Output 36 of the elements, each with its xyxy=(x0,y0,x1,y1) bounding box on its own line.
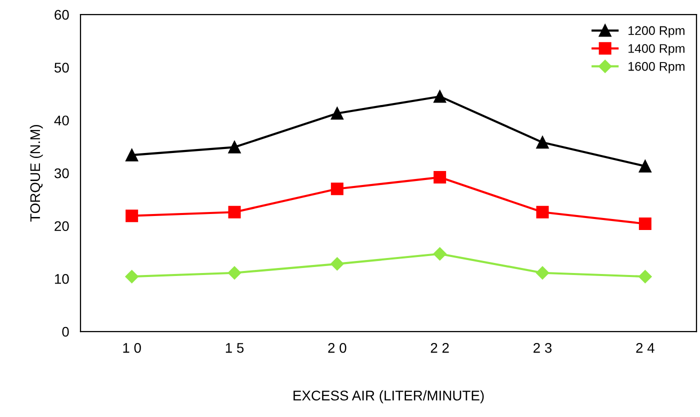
legend-label: 1600 Rpm xyxy=(628,62,684,74)
x-tick-label: 2 0 xyxy=(328,342,346,353)
y-tick-label: 50 xyxy=(54,62,69,73)
point xyxy=(330,182,344,196)
y-tick-label: 60 xyxy=(54,10,69,20)
point xyxy=(228,266,242,280)
x-tick-label: 1 0 xyxy=(123,342,141,353)
x-tick-label: 2 4 xyxy=(636,342,654,353)
point xyxy=(536,266,550,280)
point xyxy=(638,270,652,284)
x-tick-label: 2 3 xyxy=(534,342,552,353)
y-axis-title: TORQUE (N.M) xyxy=(30,125,43,222)
x-axis-title: EXCESS AIR (LITER/MINUTE) xyxy=(294,390,484,404)
point xyxy=(434,90,446,103)
legend-label: 1400 Rpm xyxy=(628,44,684,56)
point xyxy=(228,140,241,154)
point xyxy=(330,107,344,120)
y-tick-label: 40 xyxy=(54,116,69,126)
y-tick-label: 10 xyxy=(55,274,69,284)
point xyxy=(125,270,138,284)
y-tick-label: 0 xyxy=(62,326,69,337)
point xyxy=(228,206,241,218)
point xyxy=(126,210,138,222)
point xyxy=(536,206,549,218)
point xyxy=(126,148,138,162)
point xyxy=(433,247,446,260)
y-tick-label: 20 xyxy=(54,221,69,232)
point xyxy=(330,257,344,270)
x-tick-label: 1 5 xyxy=(226,343,244,353)
point xyxy=(536,136,549,149)
point xyxy=(434,171,446,184)
point xyxy=(638,218,652,230)
point xyxy=(638,160,652,172)
y-tick-label: 30 xyxy=(54,168,69,178)
x-tick-label: 2 2 xyxy=(430,342,449,353)
legend-label: 1200 Rpm xyxy=(628,26,684,38)
